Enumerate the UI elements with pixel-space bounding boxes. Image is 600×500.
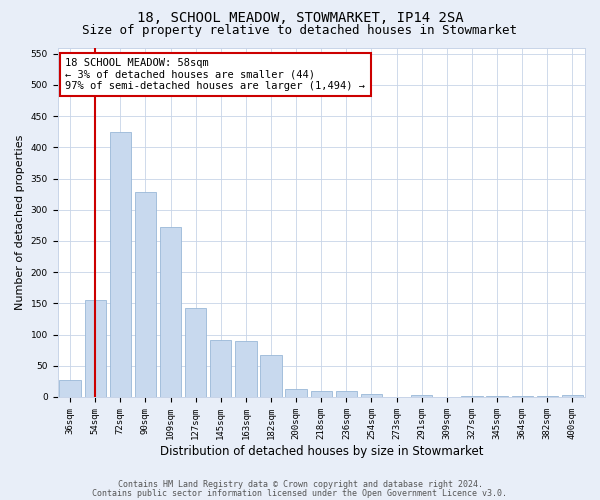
Bar — [536, 396, 558, 397]
Bar — [185, 308, 206, 397]
Bar — [411, 395, 433, 397]
Bar — [260, 354, 282, 397]
Bar — [59, 380, 81, 397]
Bar — [361, 394, 382, 397]
Bar — [85, 300, 106, 397]
Bar — [311, 390, 332, 397]
X-axis label: Distribution of detached houses by size in Stowmarket: Distribution of detached houses by size … — [160, 444, 483, 458]
Bar — [512, 396, 533, 397]
Text: 18, SCHOOL MEADOW, STOWMARKET, IP14 2SA: 18, SCHOOL MEADOW, STOWMARKET, IP14 2SA — [137, 11, 463, 25]
Text: Contains HM Land Registry data © Crown copyright and database right 2024.: Contains HM Land Registry data © Crown c… — [118, 480, 482, 489]
Bar — [110, 132, 131, 397]
Bar — [135, 192, 156, 397]
Bar — [336, 392, 357, 397]
Bar — [286, 389, 307, 397]
Bar — [562, 395, 583, 397]
Bar — [210, 340, 232, 397]
Text: 18 SCHOOL MEADOW: 58sqm
← 3% of detached houses are smaller (44)
97% of semi-det: 18 SCHOOL MEADOW: 58sqm ← 3% of detached… — [65, 58, 365, 91]
Text: Contains public sector information licensed under the Open Government Licence v3: Contains public sector information licen… — [92, 488, 508, 498]
Text: Size of property relative to detached houses in Stowmarket: Size of property relative to detached ho… — [83, 24, 517, 37]
Bar — [160, 227, 181, 397]
Bar — [487, 396, 508, 397]
Bar — [461, 396, 482, 397]
Bar — [235, 341, 257, 397]
Y-axis label: Number of detached properties: Number of detached properties — [15, 134, 25, 310]
